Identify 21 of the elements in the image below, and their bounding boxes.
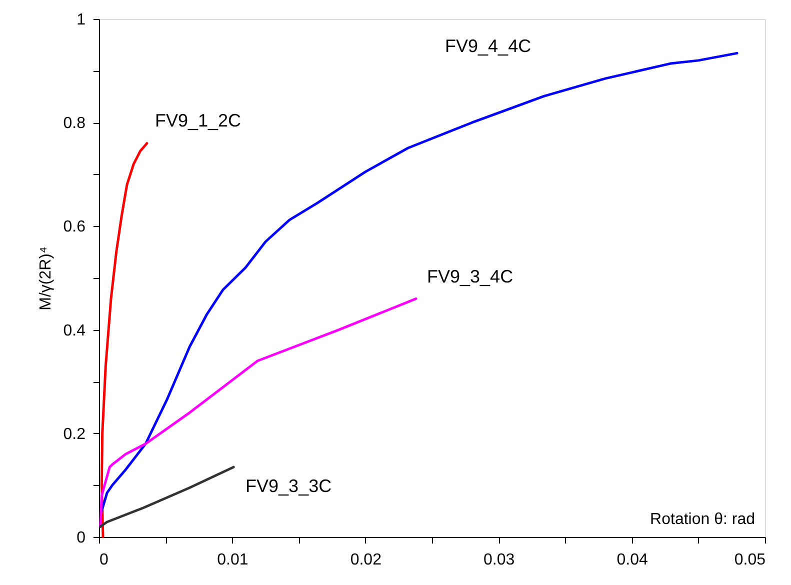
x-tick-label: 0 [100,552,108,568]
y-tick-label: 0.2 [63,426,86,443]
y-tick-label: 0.6 [63,218,86,236]
line-series [99,297,418,528]
series-label: FV9_3_3C [246,476,332,496]
y-axis-title: M/γ(2R)⁴ [37,246,54,310]
x-tick-label: 0.04 [616,552,648,568]
line-series [100,142,148,538]
y-tick-label: 1 [76,12,86,28]
y-tick-label: 0.8 [63,115,86,132]
y-tick-label: 0 [76,530,86,546]
series-label: FV9_1_2C [154,110,242,130]
line-series [99,466,235,528]
x-tick-label: 0.05 [734,552,766,568]
series-label: FV9_3_4C [427,266,514,287]
x-tick-label: 0.01 [217,552,248,568]
text: FV9_4_4C [445,36,532,56]
x-tick-label: 0.03 [484,552,515,568]
x-axis-title: Rotation θ: rad [650,511,755,528]
x-tick-label: 0.02 [350,552,382,568]
y-tick-label: 0.4 [63,322,86,340]
